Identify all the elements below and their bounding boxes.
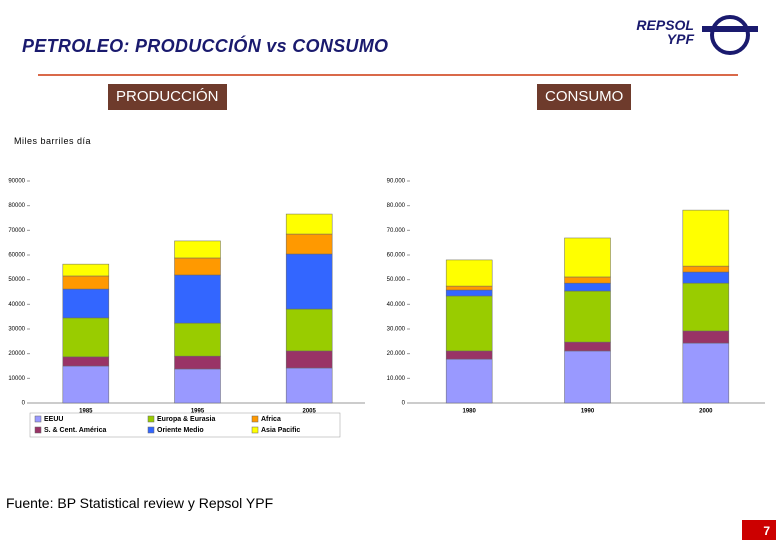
legend-swatch [34,415,42,423]
bar-segment [62,263,110,277]
bar-segment [564,282,611,292]
x-tick-label: 2005 [302,409,316,415]
y-tick-label: 80000 [8,203,25,209]
legend-label: S. & Cent. América [44,427,106,434]
bar-segment [62,356,110,367]
legend-swatch [147,426,155,434]
x-tick-label: 1990 [581,409,595,415]
legend-swatch [34,426,42,434]
y-tick-label: 20.000 [387,351,406,357]
bar-segment [285,213,333,235]
y-tick-label: 0 [402,401,406,407]
bar-segment [564,290,611,343]
bar-segment [174,368,221,404]
y-tick-label: 70000 [8,228,25,234]
legend-label: Oriente Medio [157,427,204,434]
bar-segment [62,365,110,404]
bar-segment [445,285,493,291]
x-tick-label: 1980 [462,409,476,415]
legend-label: Europa & Eurasia [157,416,215,423]
bar-segment [285,367,333,404]
bar-segment [682,330,730,344]
bar-segment [62,317,110,358]
bar-segment [174,240,221,259]
legend-label: Asia Pacific [261,427,300,434]
y-tick-label: 30.000 [387,327,406,333]
legend-label: Africa [261,416,281,423]
legend-swatch [251,415,259,423]
bar-segment [564,350,611,404]
y-tick-label: 60000 [8,253,25,259]
y-tick-label: 90000 [8,179,25,185]
y-tick-label: 10.000 [387,376,406,382]
legend-swatch [147,415,155,423]
bar-segment [62,275,110,290]
unit-label: Miles barriles día [14,136,92,146]
page-number: 7 [742,520,776,540]
legend-label: EEUU [44,416,63,423]
bar-segment [564,237,611,278]
bar-segment [445,259,493,287]
bar-segment [682,265,730,273]
logo-text: YPF [666,31,694,47]
logo-mark [702,15,758,55]
bar-segment [445,295,493,352]
y-tick-label: 40.000 [387,302,406,308]
y-tick-label: 20000 [8,351,25,357]
bar-segment [285,308,333,352]
y-tick-label: 50.000 [387,277,406,283]
slide-title: PETROLEO: PRODUCCIÓN vs CONSUMO [22,36,389,56]
bar-segment [682,209,730,267]
y-tick-label: 70.000 [387,228,406,234]
bar-segment [564,276,611,284]
y-tick-label: 80.000 [387,203,406,209]
section-label: PRODUCCIÓN [108,84,227,110]
y-tick-label: 50000 [8,277,25,283]
bar-segment [174,322,221,357]
legend-box [29,412,341,438]
x-tick-label: 2000 [699,409,713,415]
y-tick-label: 30000 [8,327,25,333]
bar-segment [285,253,333,310]
y-tick-label: 40000 [8,302,25,308]
x-tick-label: 1985 [79,409,93,415]
logo: REPSOL YPF [628,18,694,46]
bar-segment [285,233,333,255]
divider [38,74,738,76]
legend-swatch [251,426,259,434]
bar-segment [174,274,221,324]
bar-segment [445,350,493,360]
y-tick-label: 90.000 [387,179,406,185]
bar-segment [682,282,730,332]
bar-segment [564,341,611,352]
bar-segment [445,358,493,404]
bar-segment [62,288,110,319]
bar-segment [682,271,730,284]
bar-segment [285,350,333,369]
y-tick-label: 10000 [8,376,25,382]
bar-segment [174,355,221,370]
y-tick-label: 60.000 [387,253,406,259]
x-tick-label: 1995 [191,409,205,415]
bar-segment [174,257,221,276]
section-label: CONSUMO [537,84,632,110]
logo-text: REPSOL [636,17,694,33]
charts: 0100002000030000400005000060000700008000… [8,179,765,438]
bar-segment [445,289,493,297]
y-tick-label: 0 [22,401,26,407]
bar-segment [682,342,730,404]
source: Fuente: BP Statistical review y Repsol Y… [6,495,274,511]
